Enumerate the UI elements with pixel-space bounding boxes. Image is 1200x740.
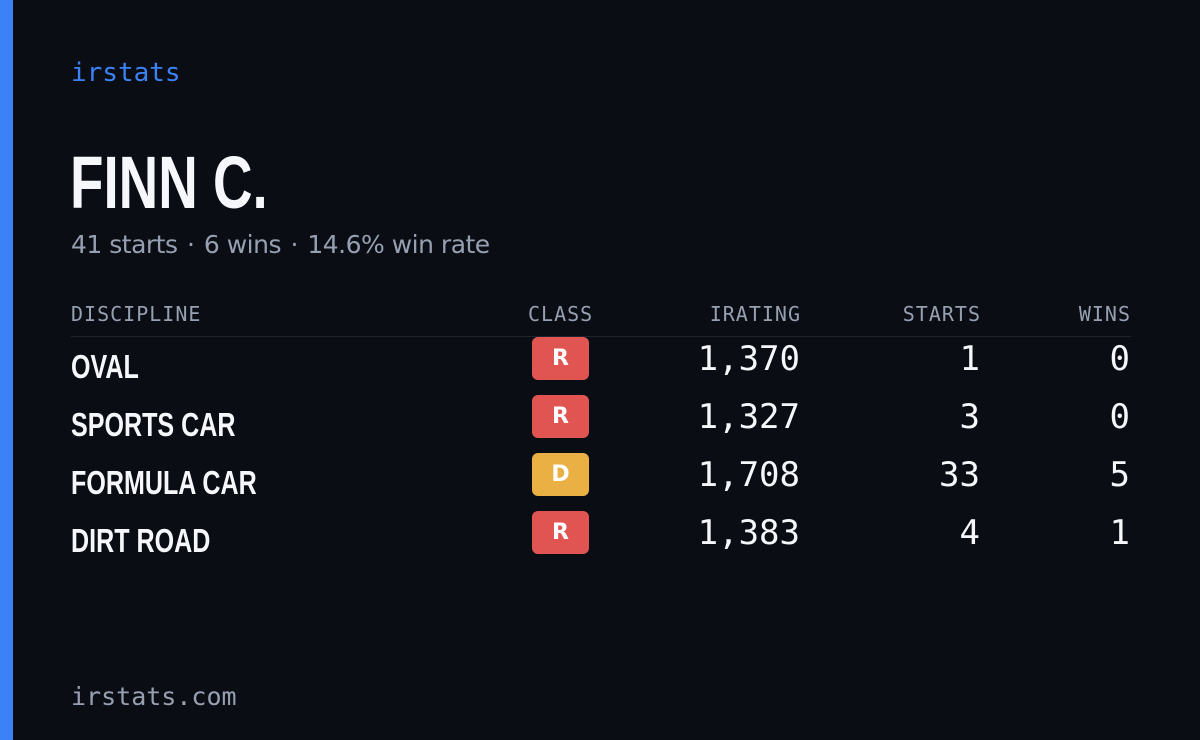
wins-value: 1 [1109, 513, 1130, 553]
driver-summary: 41 starts · 6 wins · 14.6% win rate [71, 228, 490, 262]
irating-value: 1,383 [697, 513, 800, 553]
table-header: DISCIPLINE CLASS IRATING STARTS WINS [71, 298, 1131, 337]
class-badge: R [532, 395, 589, 438]
separator: · [290, 230, 298, 259]
table-row: DIRT ROAD R 1,383 4 1 [71, 511, 1131, 569]
starts-value: 33 [939, 455, 980, 495]
footer-site-link[interactable]: irstats.com [71, 682, 237, 711]
discipline-name: SPORTS CAR [71, 406, 236, 443]
wins-value: 5 [1109, 455, 1130, 495]
header-discipline: DISCIPLINE [71, 302, 202, 326]
irating-value: 1,708 [697, 455, 800, 495]
brand-logo: irstats [71, 58, 181, 88]
table-row: OVAL R 1,370 1 0 [71, 337, 1131, 395]
wins-value: 0 [1109, 339, 1130, 379]
discipline-table: DISCIPLINE CLASS IRATING STARTS WINS OVA… [71, 298, 1131, 569]
table-row: SPORTS CAR R 1,327 3 0 [71, 395, 1131, 453]
irating-value: 1,370 [697, 339, 800, 379]
header-irating: IRATING [709, 302, 801, 326]
discipline-name: OVAL [71, 348, 139, 385]
header-class: CLASS [528, 302, 594, 326]
discipline-name: DIRT ROAD [71, 522, 211, 559]
starts-summary: 41 starts [71, 230, 178, 259]
starts-value: 1 [959, 339, 980, 379]
starts-value: 3 [959, 397, 980, 437]
class-badge: R [532, 511, 589, 554]
class-badge: R [532, 337, 589, 380]
driver-name: FINN C. [70, 141, 268, 224]
header-starts: STARTS [902, 302, 981, 326]
win-rate-summary: 14.6% win rate [307, 230, 490, 259]
starts-value: 4 [959, 513, 980, 553]
header-wins: WINS [1078, 302, 1131, 326]
accent-bar [0, 0, 13, 740]
irating-value: 1,327 [697, 397, 800, 437]
separator: · [186, 230, 195, 259]
table-row: FORMULA CAR D 1,708 33 5 [71, 453, 1131, 511]
discipline-name: FORMULA CAR [71, 464, 257, 501]
wins-value: 0 [1109, 397, 1130, 437]
class-badge: D [532, 453, 589, 496]
wins-summary: 6 wins [203, 230, 282, 259]
